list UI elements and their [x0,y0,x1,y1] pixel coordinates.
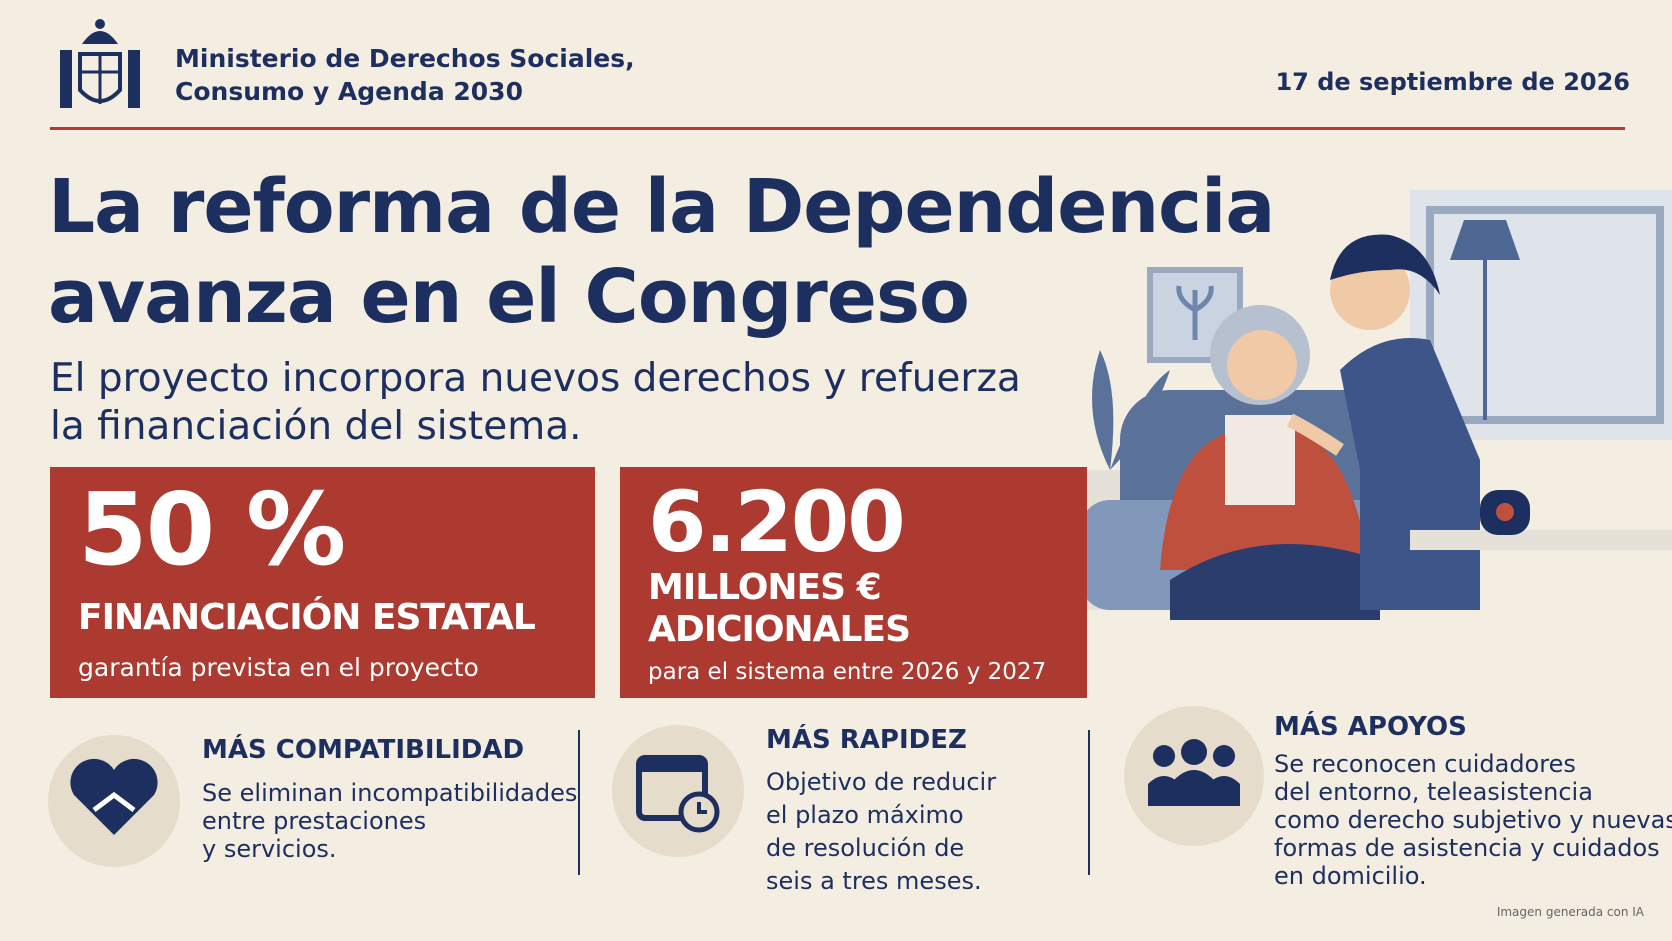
feature-line: y servicios. [202,835,337,863]
stat-label-line: ADICIONALES [648,609,911,650]
stat-card: 6.200 MILLONES € ADICIONALES para el sist… [620,467,1087,698]
divider [578,730,580,875]
feature-line: seis a tres meses. [766,867,982,895]
feature-line: del entorno, teleasistencia [1274,778,1593,806]
feature-text: Se reconocen cuidadores del entorno, tele… [1274,750,1672,890]
date: 17 de septiembre de 2026 [1275,68,1630,96]
stat-card: 50 % FINANCIACIÓN ESTATAL garantía previ… [50,467,595,698]
feature-line: como derecho subjetivo y nuevas [1274,806,1672,834]
stat-note: para el sistema entre 2026 y 2027 [648,659,1047,685]
feature-line: Se reconocen cuidadores [1274,750,1576,778]
feature-title: MÁS APOYOS [1274,712,1467,742]
feature-text: Objetivo de reducir el plazo máximo de res… [766,766,996,898]
feature-title: MÁS COMPATIBILIDAD [202,735,525,765]
calendar-icon [636,755,720,833]
feature-line: formas de asistencia y cuidados [1274,834,1660,862]
illustration [1080,190,1672,620]
headline-line: La reforma de la Dependencia [48,164,1275,250]
headline-line: avanza en el Congreso [48,254,970,340]
subtitle-line: la financiación del sistema. [50,404,582,449]
rule [50,127,1625,130]
ministry: Ministerio de Derechos Sociales, Consumo … [175,42,635,108]
stat-value: 50 % [78,471,346,588]
stat-label: MILLONES € ADICIONALES [648,567,911,651]
stat-label: FINANCIACIÓN ESTATAL [78,597,536,638]
headline: La reforma de la Dependencia avanza en el… [48,162,1275,342]
subtitle: El proyecto incorpora nuevos derechos y … [50,355,1021,451]
feature-line: Objetivo de reducir [766,768,997,796]
feature-title: MÁS RAPIDEZ [766,725,967,755]
feature-line: Se eliminan incompatibilidades [202,779,578,807]
feature-line: el plazo máximo [766,801,964,829]
handshake-icon [70,758,158,835]
ministry-line: Ministerio de Derechos Sociales, [175,44,635,73]
coat-of-arms [60,19,140,108]
people-icon [1148,739,1240,806]
stat-value: 6.200 [648,473,906,571]
icon-circle [612,725,744,857]
stat-label-line: MILLONES € [648,567,882,608]
credit: Imagen generada con IA [1496,905,1644,919]
feature-line: en domicilio. [1274,862,1427,890]
divider [1088,730,1090,875]
stat-note: garantía prevista en el proyecto [78,653,479,682]
feature-line: de resolución de [766,834,965,862]
feature-line: entre prestaciones [202,807,427,835]
feature-text: Se eliminan incompatibilidades entre pres… [202,779,577,863]
ministry-line: Consumo y Agenda 2030 [175,77,523,106]
subtitle-line: El proyecto incorpora nuevos derechos y … [50,356,1021,401]
